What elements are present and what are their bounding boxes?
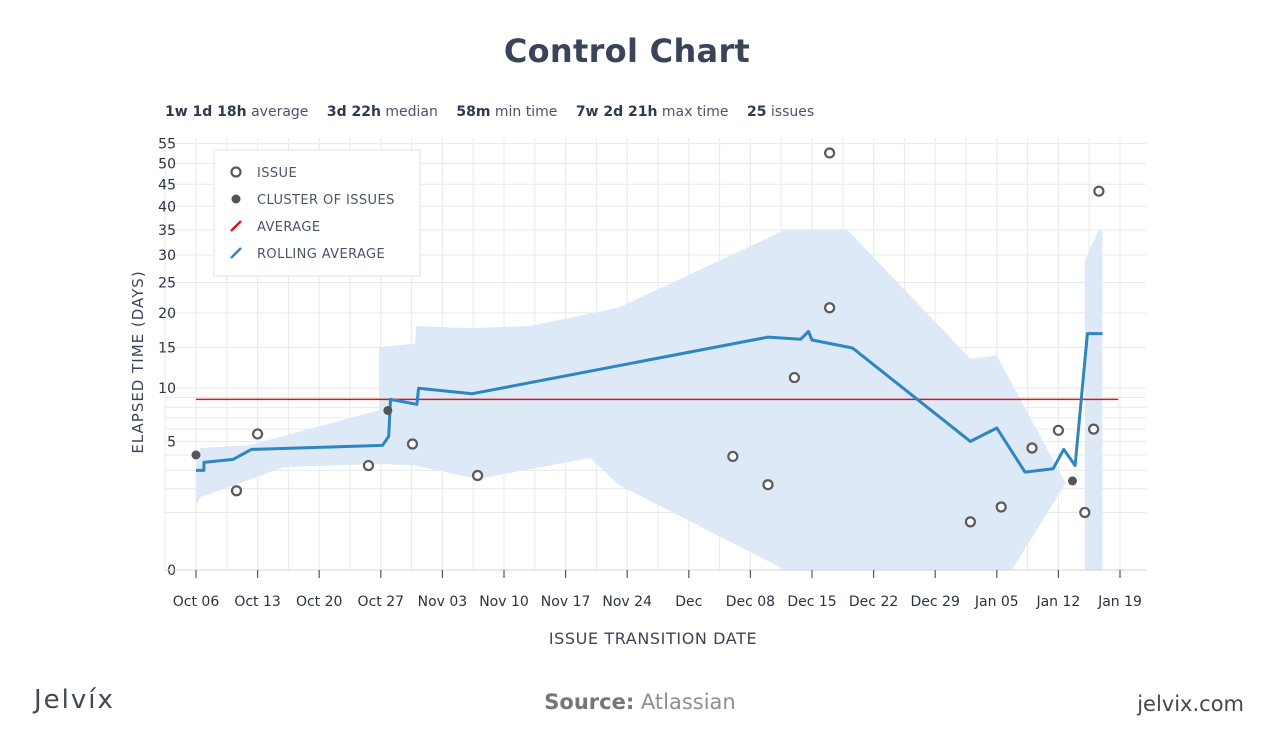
legend-box (213, 149, 421, 277)
y-tick-label: 40 (158, 199, 176, 215)
y-axis-ticks: 0 5 10 15 20 25 30 35 40 45 50 55 (158, 137, 176, 579)
site-url: jelvix.com (1137, 692, 1244, 716)
x-axis-ticks: Oct 06 Oct 13 Oct 20 Oct 27 Nov 03 Nov 10 Nov … (165, 569, 1146, 610)
issue-point[interactable] (788, 371, 801, 384)
y-tick-label: 45 (158, 177, 176, 193)
stat-average-label: average (251, 104, 309, 120)
issue-point[interactable] (406, 438, 419, 450)
x-tick-label: Oct 20 (296, 594, 342, 610)
source-label: Source: (544, 690, 635, 714)
stat-min-label: min time (494, 104, 558, 120)
y-tick-label: 15 (158, 340, 176, 356)
stat-average-value: 1w 1d 18h (165, 104, 247, 120)
stat-max: 7w 2d 21h max time (576, 104, 729, 120)
issue-point[interactable] (727, 450, 739, 463)
x-tick-label: Dec 08 (726, 594, 775, 610)
source-credit: Source: Atlassian (0, 690, 1280, 714)
legend-rolling-icon (230, 247, 242, 259)
stat-average: 1w 1d 18h average (165, 104, 308, 120)
x-tick-label: Oct 27 (358, 594, 404, 610)
stat-min: 58m min time (456, 104, 557, 120)
x-tick-label: Nov 03 (418, 594, 468, 610)
legend-cluster-icon (231, 194, 241, 204)
stats-bar: 1w 1d 18h average 3d 22h median 58m min … (165, 104, 828, 120)
issue-point[interactable] (823, 302, 836, 314)
stat-median-label: median (385, 104, 438, 120)
issue-point[interactable] (1026, 442, 1038, 454)
x-tick-label: Nov 17 (541, 594, 591, 610)
y-tick-label: 20 (158, 306, 176, 322)
x-tick-label: Nov 10 (479, 594, 529, 610)
legend-cluster-label: CLUSTER OF ISSUES (257, 193, 395, 208)
cluster-point[interactable] (191, 450, 201, 460)
x-tick-label: Dec 22 (849, 594, 898, 610)
y-tick-label: 25 (158, 276, 176, 292)
stat-issues-value: 25 (746, 104, 767, 120)
issue-point[interactable] (1052, 424, 1065, 436)
legend-issue-icon (230, 166, 242, 178)
rolling-average-line (196, 330, 1103, 474)
cluster-point[interactable] (383, 405, 393, 415)
issue-point[interactable] (762, 479, 774, 491)
brand-logo: Jelvíx (34, 685, 115, 715)
issue-point[interactable] (252, 428, 264, 440)
issue-point[interactable] (823, 147, 836, 159)
x-tick-label: Jan 12 (1035, 594, 1080, 610)
source-value: Atlassian (640, 690, 736, 714)
y-tick-label: 50 (158, 156, 176, 172)
chart-title: Control Chart (503, 32, 751, 70)
stat-max-value: 7w 2d 21h (575, 104, 658, 120)
issue-point[interactable] (995, 501, 1007, 513)
x-tick-label: Nov 24 (602, 594, 652, 610)
issue-point[interactable] (1079, 506, 1091, 519)
stat-issues: 25 issues (747, 104, 814, 120)
x-tick-label: Dec 15 (787, 594, 836, 610)
legend: ISSUE CLUSTER OF ISSUES AVERAGE ROLLING … (213, 149, 421, 277)
legend-average-icon (230, 220, 242, 232)
y-axis-label: ELAPSED TIME (DAYS) (129, 270, 147, 453)
stat-min-value: 58m (456, 104, 491, 120)
x-tick-label: Oct 06 (173, 594, 220, 610)
issue-point[interactable] (472, 469, 484, 482)
x-tick-label: Jan 19 (1097, 594, 1142, 610)
x-tick-label: Jan 05 (974, 594, 1019, 610)
y-tick-label: 10 (158, 381, 176, 397)
stat-median: 3d 22h median (327, 104, 438, 120)
y-tick-label: 55 (158, 137, 176, 153)
cluster-point[interactable] (1067, 476, 1077, 486)
y-tick-label: 30 (158, 248, 176, 264)
y-tick-label: 5 (167, 434, 176, 450)
stat-max-label: max time (661, 104, 729, 120)
legend-rolling-label: ROLLING AVERAGE (257, 247, 385, 262)
legend-issue-label: ISSUE (257, 166, 297, 181)
stat-issues-label: issues (770, 104, 815, 120)
legend-average-label: AVERAGE (257, 220, 320, 235)
data-points (191, 147, 1105, 528)
stat-median-value: 3d 22h (326, 104, 381, 120)
x-tick-label: Oct 13 (234, 594, 280, 610)
issue-point[interactable] (964, 516, 977, 528)
issue-point[interactable] (1087, 423, 1100, 435)
x-axis-label: ISSUE TRANSITION DATE (549, 629, 757, 648)
issue-point[interactable] (230, 485, 243, 497)
x-tick-label: Dec (675, 594, 702, 610)
y-tick-label: 0 (167, 563, 176, 579)
y-tick-label: 35 (158, 223, 176, 239)
issue-point[interactable] (1093, 185, 1105, 197)
x-tick-label: Dec 29 (911, 594, 960, 610)
issue-point[interactable] (362, 459, 375, 472)
